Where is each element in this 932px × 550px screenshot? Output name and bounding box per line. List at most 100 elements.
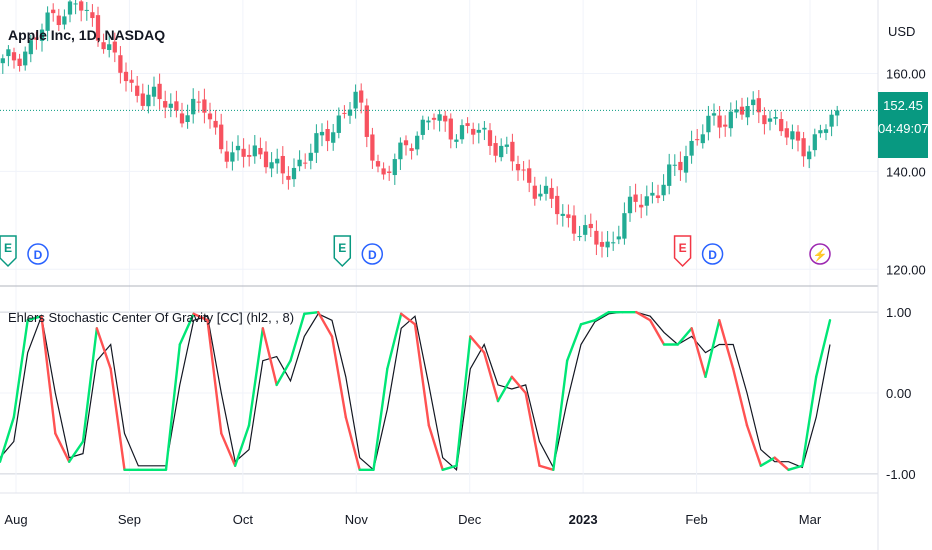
event-marker-label: ⚡ (813, 248, 828, 262)
oscillator-segment (233, 424, 251, 467)
event-marker[interactable]: E (333, 235, 352, 268)
oscillator-segment (538, 464, 555, 471)
oscillator-segment (579, 319, 597, 326)
earnings-badge (673, 235, 692, 268)
candle-body (521, 169, 526, 171)
oscillator-segment (206, 319, 223, 435)
price-pane[interactable]: Apple Inc, 1D, NASDAQ E D E D E D ⚡ (0, 0, 878, 268)
candle-body (353, 91, 358, 109)
time-axis[interactable]: Aug Sep Oct Nov Dec 2023 Feb Mar (4, 512, 821, 527)
indicator-tick-label: 0.00 (886, 386, 911, 401)
oscillator-segment (565, 323, 583, 362)
symbol-title[interactable]: Apple Inc, 1D, NASDAQ (8, 27, 165, 43)
candle-body (823, 129, 829, 133)
candle-body (443, 115, 448, 122)
oscillator-segment (635, 310, 652, 322)
oscillator-segment (54, 432, 71, 463)
oscillator-segment (593, 310, 610, 322)
candle-body (185, 115, 190, 123)
candle-body (73, 3, 78, 5)
candle-body (678, 161, 683, 171)
candle-body (129, 79, 134, 83)
event-marker[interactable]: D (27, 243, 49, 265)
oscillator-segment (178, 312, 195, 346)
candle-body (431, 117, 437, 120)
indicator-axis[interactable]: 1.00 0.00 -1.00 (886, 305, 916, 482)
oscillator-segment (220, 432, 237, 467)
candle-body (286, 175, 291, 180)
candle-body (728, 111, 733, 129)
event-marker[interactable]: D (361, 243, 384, 265)
candle-body (588, 223, 593, 229)
oscillator-segment (648, 319, 666, 346)
candle-body (594, 230, 599, 245)
event-marker[interactable]: ⚡ (809, 243, 831, 265)
candle-body (510, 141, 515, 162)
currency-label: USD (888, 24, 915, 39)
candle-body (465, 123, 470, 126)
candle-body (146, 94, 151, 107)
indicator-pane[interactable]: Ehlers Stochastic Center Of Gravity [CC]… (0, 310, 832, 471)
candle-body (163, 101, 168, 108)
indicator-title[interactable]: Ehlers Stochastic Center Of Gravity [CC]… (8, 310, 294, 325)
oscillator-segment (759, 456, 776, 467)
event-markers[interactable]: E D E D E D ⚡ (0, 235, 831, 268)
candle-body (308, 152, 313, 161)
candle-body (655, 195, 661, 199)
candle-body (392, 159, 397, 176)
oscillator-segment (731, 367, 749, 427)
candle-body (454, 139, 459, 142)
event-marker[interactable]: E (673, 235, 692, 268)
event-marker-label: E (4, 241, 12, 255)
candle-body (555, 195, 560, 215)
candle-body (532, 185, 537, 199)
candle-body (650, 192, 655, 196)
candle-body (751, 99, 756, 106)
candle-body (734, 109, 739, 113)
candle-body (790, 131, 795, 140)
time-tick-label: Sep (118, 512, 141, 527)
event-marker-label: D (368, 248, 377, 262)
candle-body (667, 164, 672, 186)
price-axis[interactable]: 120.00 140.00 160.00 (886, 66, 926, 277)
time-tick-label: 2023 (569, 512, 598, 527)
event-marker[interactable]: D (701, 243, 724, 265)
oscillator-segment (441, 464, 458, 471)
candle-body (711, 113, 717, 116)
candle-body (28, 40, 33, 55)
oscillator-segment (247, 327, 265, 427)
event-marker[interactable]: E (0, 235, 17, 268)
candle-body (398, 142, 403, 160)
candle-body (459, 125, 465, 140)
last-price-tag: 152.45 04:49:07 (878, 92, 929, 159)
oscillator-segment (164, 343, 182, 471)
oscillator-segment (704, 319, 721, 379)
candle-body (818, 130, 823, 134)
candle-body (168, 103, 173, 108)
candle-body (67, 1, 73, 15)
time-tick-label: Dec (458, 512, 482, 527)
time-tick-label: Nov (345, 512, 369, 527)
oscillator-segment (109, 367, 126, 471)
candle-body (219, 124, 224, 150)
candle-body (196, 101, 201, 103)
candle-body (303, 162, 308, 164)
oscillator-segment (510, 375, 527, 395)
candle-body (835, 110, 840, 116)
candle-body (756, 98, 761, 113)
oscillator-segment (386, 312, 403, 370)
candle-body (23, 51, 28, 66)
candle-body (543, 185, 549, 194)
oscillator-segment (275, 359, 292, 387)
oscillator-segment (0, 416, 16, 463)
oscillator-segment (801, 375, 818, 467)
oscillator-segment (289, 312, 306, 362)
oscillator-segment (745, 424, 763, 467)
oscillator-segment (787, 464, 804, 471)
candle-body (342, 112, 347, 114)
candle-body (202, 99, 207, 113)
candle-body (135, 85, 140, 96)
candle-body (795, 131, 801, 141)
candle-body (95, 15, 101, 41)
